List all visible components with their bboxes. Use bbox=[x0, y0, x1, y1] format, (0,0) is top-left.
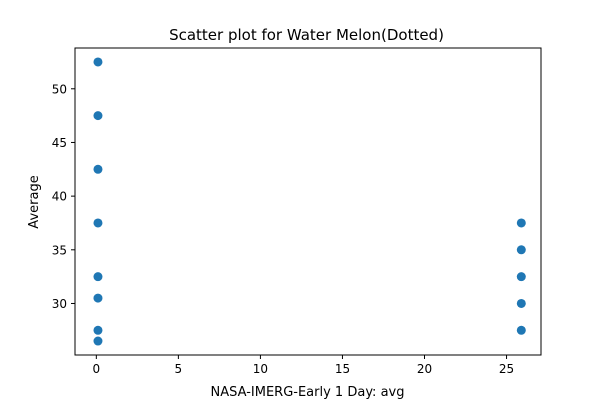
data-points bbox=[93, 57, 526, 346]
data-point bbox=[516, 245, 526, 255]
data-point bbox=[516, 298, 526, 308]
x-tick-label: 25 bbox=[499, 362, 514, 376]
x-tick-label: 20 bbox=[417, 362, 432, 376]
data-point bbox=[516, 218, 526, 228]
y-tick-label: 35 bbox=[52, 243, 67, 257]
y-tick-label: 40 bbox=[52, 190, 67, 204]
y-tick-label: 30 bbox=[52, 297, 67, 311]
x-tick-label: 15 bbox=[335, 362, 350, 376]
data-point bbox=[93, 218, 103, 228]
data-point bbox=[93, 57, 103, 67]
y-axis-label: Average bbox=[27, 175, 42, 228]
data-point bbox=[93, 293, 103, 303]
data-point bbox=[93, 272, 103, 282]
x-axis-label: NASA-IMERG-Early 1 Day: avg bbox=[211, 385, 405, 400]
data-point bbox=[516, 272, 526, 282]
data-point bbox=[93, 325, 103, 335]
data-point bbox=[516, 325, 526, 335]
y-tick-label: 50 bbox=[52, 82, 67, 96]
plot-frame bbox=[74, 47, 542, 356]
data-point bbox=[93, 111, 103, 121]
y-tick-label: 45 bbox=[52, 136, 67, 150]
x-tick-label: 10 bbox=[253, 362, 268, 376]
axis-ticks: 0 5 10 15 20 25 30 35 40 45 50 bbox=[52, 82, 514, 376]
x-tick-label: 0 bbox=[93, 362, 101, 376]
data-point bbox=[93, 336, 103, 346]
chart-title: Scatter plot for Water Melon(Dotted) bbox=[169, 26, 444, 44]
data-point bbox=[93, 164, 103, 174]
x-tick-label: 5 bbox=[175, 362, 183, 376]
